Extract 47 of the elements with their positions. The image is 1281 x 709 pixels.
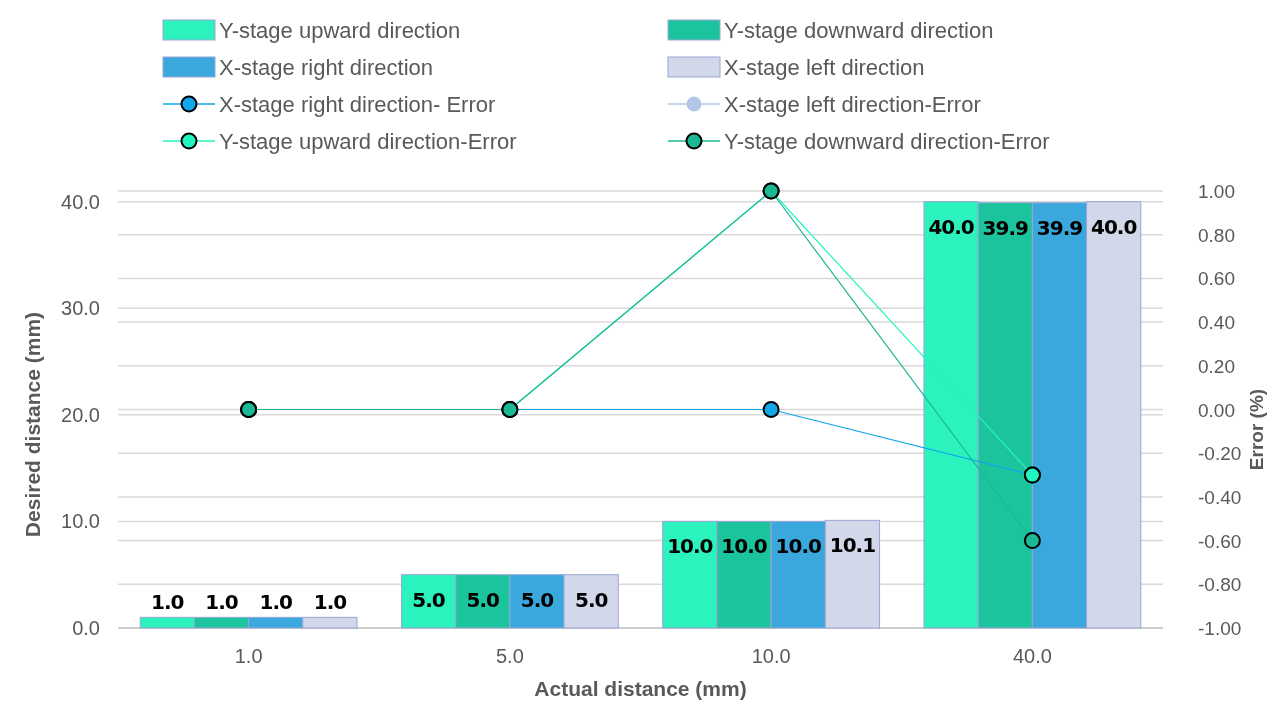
data-label: 10.1	[829, 533, 876, 558]
data-label: 10.0	[667, 534, 713, 559]
data-label: 5.0	[574, 587, 608, 612]
data-label: 10.0	[721, 534, 767, 559]
y2-tick-label: -0.40	[1198, 486, 1242, 508]
data-label: 1.0	[313, 590, 347, 615]
data-label: 39.9	[982, 215, 1029, 240]
legend-label: X-stage left direction	[724, 55, 925, 80]
x-axis-title: Actual distance (mm)	[534, 677, 747, 700]
legend-label: X-stage right direction- Error	[219, 92, 496, 117]
y2-tick-label: -0.60	[1198, 530, 1242, 552]
y2-tick-label: 0.60	[1198, 268, 1235, 290]
legend-label: Y-stage downward direction-Error	[724, 129, 1050, 154]
legend-label: Y-stage downward direction	[724, 18, 994, 43]
legend-label: Y-stage upward direction	[219, 18, 461, 43]
y-tick-label: 30.0	[61, 297, 100, 320]
y-axis-title: Desired distance (mm)	[21, 311, 44, 538]
data-label: 40.0	[1091, 214, 1137, 239]
x-tick-label: 1.0	[234, 645, 263, 667]
x-tick-label: 5.0	[495, 645, 524, 667]
data-label: 40.0	[928, 214, 974, 239]
y2-tick-label: -1.00	[1198, 618, 1242, 639]
y2-tick-label: 0.20	[1198, 355, 1235, 377]
x-tick-label: 10.0	[751, 645, 791, 667]
legend-label: Y-stage upward direction-Error	[219, 129, 517, 154]
y2-tick-label: 0.40	[1198, 312, 1235, 334]
data-label: 5.0	[412, 587, 445, 612]
data-label: 10.0	[775, 534, 821, 559]
y-tick-label: 40.0	[61, 190, 100, 213]
legend-label: X-stage right direction	[219, 55, 433, 80]
y-tick-label: 0.0	[72, 617, 100, 639]
legend-label: X-stage left direction-Error	[724, 92, 981, 117]
y2-tick-label: -0.20	[1198, 443, 1242, 465]
y2-tick-label: 0.80	[1198, 224, 1235, 246]
data-label: 1.0	[151, 590, 184, 615]
data-label: 39.9	[1036, 215, 1083, 240]
data-label: 1.0	[205, 590, 238, 615]
data-label: 1.0	[259, 590, 293, 615]
x-tick-label: 40.0	[1012, 645, 1052, 667]
data-label: 5.0	[466, 587, 500, 612]
y2-tick-label: -0.80	[1198, 574, 1242, 596]
y2-axis-title: Error (%)	[1246, 388, 1267, 471]
y-tick-label: 20.0	[61, 403, 100, 426]
data-label: 5.0	[520, 587, 554, 612]
y2-tick-label: 0.00	[1198, 399, 1235, 421]
y2-tick-label: 1.00	[1198, 181, 1235, 202]
y-tick-label: 10.0	[61, 510, 100, 533]
